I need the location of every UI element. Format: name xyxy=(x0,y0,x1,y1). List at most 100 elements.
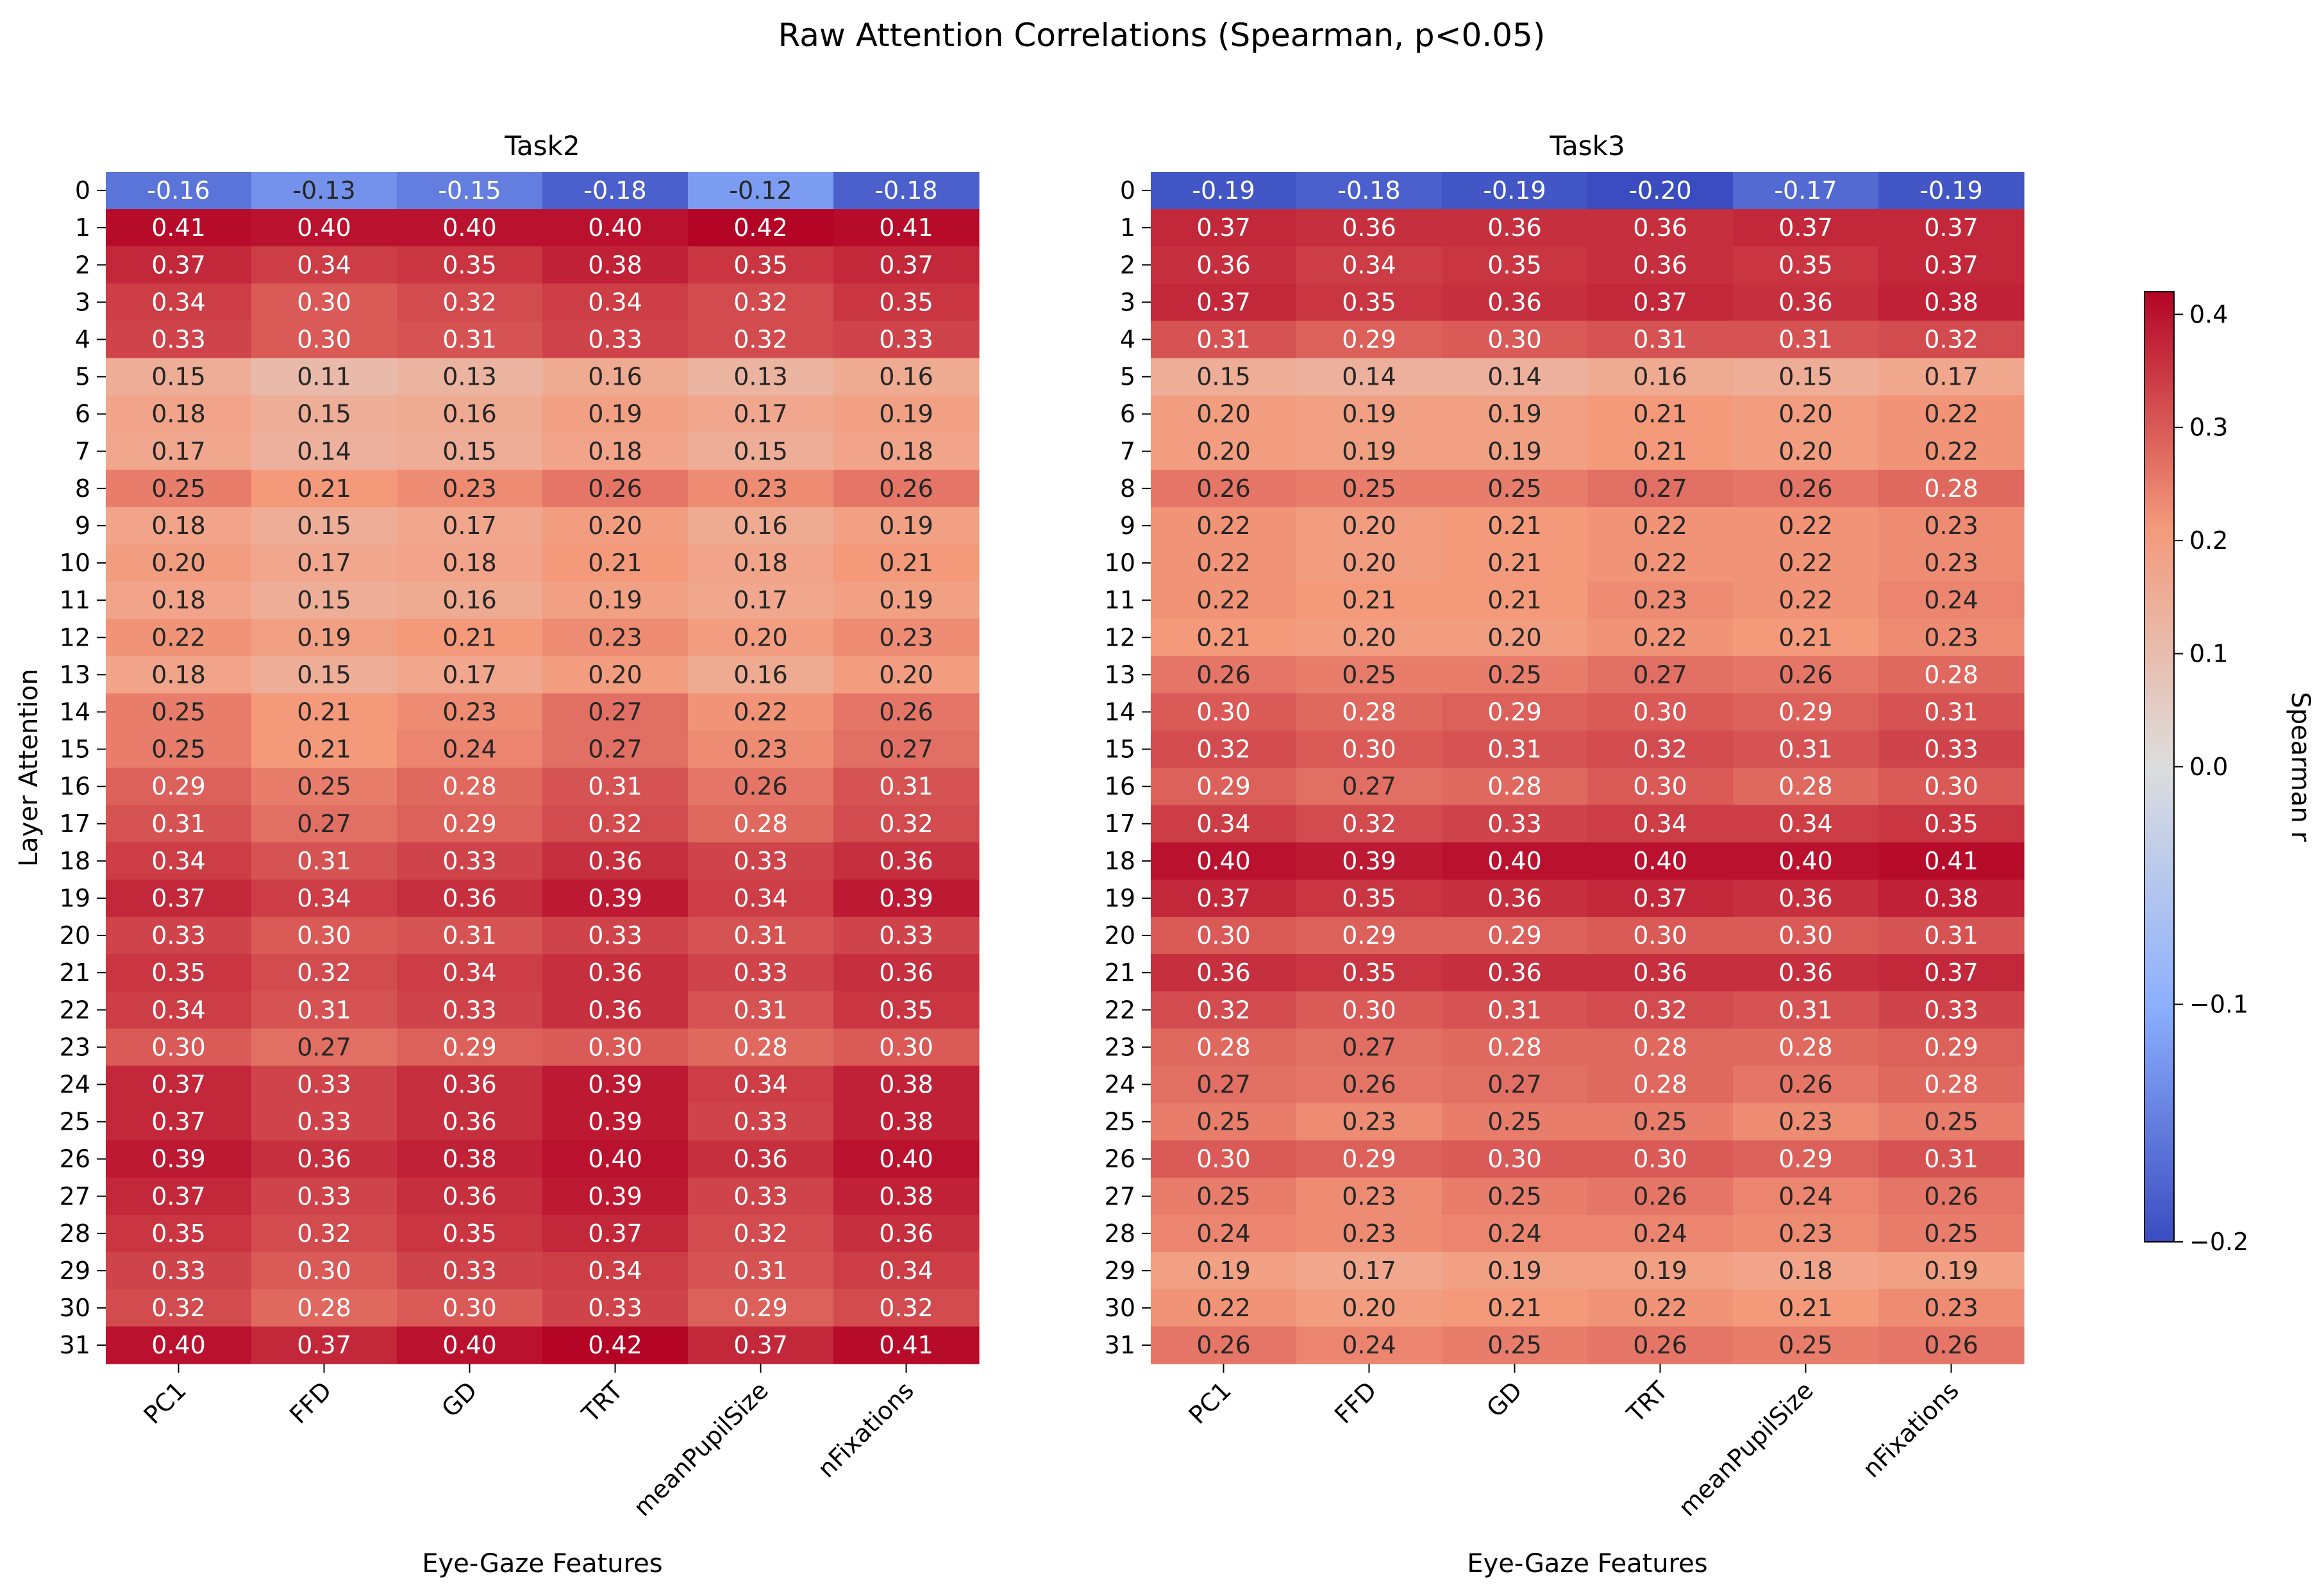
cell-value-label: 0.22 xyxy=(1633,549,1687,577)
cell-value-label: 0.18 xyxy=(879,437,933,465)
heatmap-cell xyxy=(251,395,397,433)
heatmap-cell xyxy=(397,656,543,694)
heatmap-cell xyxy=(1151,1214,1297,1253)
y-tick-label: 8 xyxy=(75,474,90,503)
cell-value-label: 0.27 xyxy=(1487,1070,1542,1098)
cell-value-label: 0.33 xyxy=(879,921,933,950)
cell-value-label: 0.41 xyxy=(879,213,933,242)
cell-value-label: 0.21 xyxy=(297,698,351,726)
heatmap-cell xyxy=(397,767,543,806)
heatmap-cell xyxy=(1733,582,1879,619)
cell-value-label: 0.31 xyxy=(1924,921,1978,950)
cell-value-label: 0.37 xyxy=(297,1331,351,1359)
cell-value-label: 0.25 xyxy=(1778,1331,1833,1359)
heatmap-cell xyxy=(1733,619,1879,657)
y-tick-label: 1 xyxy=(75,213,90,242)
heatmap-cell xyxy=(1296,730,1442,769)
heatmap-cell xyxy=(1587,693,1734,732)
cell-value-label: 0.22 xyxy=(1924,400,1978,428)
cell-value-label: 0.23 xyxy=(1924,549,1978,577)
cell-value-label: 0.34 xyxy=(442,958,497,987)
heatmap-cell xyxy=(1151,1251,1297,1290)
heatmap-cell xyxy=(688,879,834,917)
cell-value-label: 0.32 xyxy=(879,810,933,838)
heatmap-cell xyxy=(1878,395,2025,433)
cell-value-label: 0.17 xyxy=(442,512,497,540)
heatmap-cell xyxy=(1587,246,1734,284)
cell-value-label: 0.31 xyxy=(1778,735,1833,764)
heatmap-cell xyxy=(1587,619,1734,657)
y-tick-label: 17 xyxy=(1105,810,1135,838)
heatmap-cell xyxy=(1442,879,1588,917)
y-tick-label: 14 xyxy=(60,698,90,726)
heatmap-cell xyxy=(397,395,543,433)
heatmap-cell xyxy=(1587,506,1734,545)
heatmap-cell xyxy=(1587,730,1734,769)
cell-value-label: 0.30 xyxy=(1778,921,1833,950)
heatmap-cell xyxy=(1878,1066,2025,1104)
cell-value-label: 0.28 xyxy=(297,1294,351,1322)
heatmap-cell xyxy=(251,1028,397,1066)
cell-value-label: 0.40 xyxy=(297,213,351,242)
cell-value-label: 0.30 xyxy=(1633,698,1687,726)
y-tick-label: 21 xyxy=(60,958,90,987)
heatmap-cell xyxy=(542,209,689,247)
y-tick-label: 16 xyxy=(1105,773,1135,801)
cell-value-label: 0.36 xyxy=(1633,958,1687,987)
cell-value-label: 0.18 xyxy=(151,660,206,689)
cell-value-label: 0.25 xyxy=(1342,660,1396,689)
cell-value-label: 0.32 xyxy=(1633,996,1687,1024)
heatmap-cell xyxy=(1442,321,1588,359)
heatmap-cell xyxy=(106,321,252,359)
cell-value-label: 0.30 xyxy=(588,1033,642,1061)
y-tick-label: 25 xyxy=(1105,1108,1135,1136)
heatmap-cell xyxy=(1442,1326,1588,1364)
heatmap-cell xyxy=(833,991,980,1029)
cell-value-label: 0.32 xyxy=(879,1294,933,1322)
heatmap-cell xyxy=(1296,432,1442,471)
y-tick-label: 10 xyxy=(1105,549,1135,577)
x-tick-label: PC1 xyxy=(1183,1376,1237,1429)
cell-value-label: 0.35 xyxy=(1487,251,1542,279)
cell-value-label: 0.32 xyxy=(442,288,497,316)
heatmap-cell xyxy=(1587,656,1734,694)
cell-value-label: 0.26 xyxy=(1196,474,1251,503)
cell-value-label: 0.21 xyxy=(1342,586,1396,614)
cell-value-label: 0.29 xyxy=(1487,698,1542,726)
cell-value-label: 0.28 xyxy=(1924,474,1978,503)
heatmap-cell xyxy=(1587,879,1734,917)
cell-value-label: 0.15 xyxy=(442,437,497,465)
heatmap-cell xyxy=(1151,544,1297,582)
heatmap-cell xyxy=(1733,246,1879,284)
heatmap-cell xyxy=(1296,1140,1442,1178)
cell-value-label: 0.33 xyxy=(588,1294,642,1322)
heatmap-cell xyxy=(1442,506,1588,545)
heatmap-cell xyxy=(688,767,834,806)
heatmap-cell xyxy=(1587,582,1734,619)
colorbar-tick-label: 0.1 xyxy=(2189,640,2228,668)
y-tick-label: 10 xyxy=(60,549,90,577)
heatmap-cell xyxy=(1587,209,1734,247)
cell-value-label: 0.18 xyxy=(151,586,206,614)
y-tick-label: 12 xyxy=(60,623,90,651)
heatmap-cell xyxy=(1151,1289,1297,1327)
cell-value-label: 0.32 xyxy=(733,325,788,353)
heatmap-cell xyxy=(688,1177,834,1216)
cell-value-label: 0.19 xyxy=(1487,437,1542,465)
cell-value-label: 0.28 xyxy=(442,773,497,801)
heatmap-cell xyxy=(1733,321,1879,359)
heatmap-cell xyxy=(542,1103,689,1141)
heatmap-cell xyxy=(397,358,543,396)
cell-value-label: 0.30 xyxy=(297,921,351,950)
cell-value-label: 0.31 xyxy=(442,921,497,950)
heatmap-cell xyxy=(833,656,980,694)
cell-value-label: 0.23 xyxy=(1778,1219,1833,1248)
heatmap-cell xyxy=(1587,1140,1734,1178)
heatmap-cell xyxy=(251,1251,397,1290)
cell-value-label: 0.27 xyxy=(879,735,933,764)
heatmap-cell xyxy=(833,954,980,992)
cell-value-label: 0.29 xyxy=(1924,1033,1978,1061)
heatmap-cell xyxy=(688,283,834,321)
heatmap-cell xyxy=(833,917,980,955)
cell-value-label: 0.40 xyxy=(442,1331,497,1359)
